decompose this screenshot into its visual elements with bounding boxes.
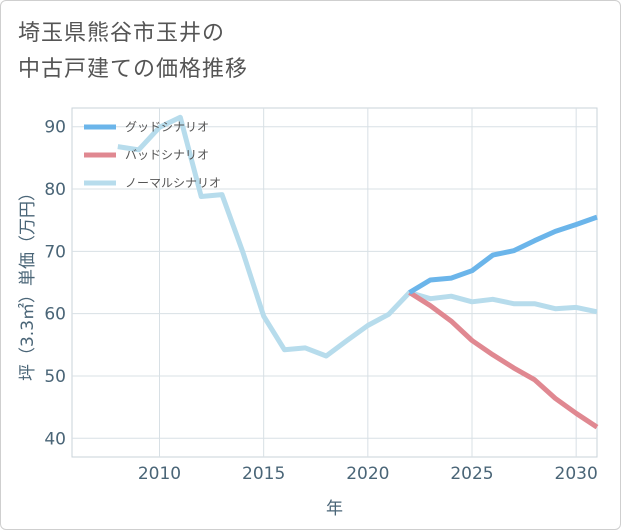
x-tick-label: 2015 [242, 464, 285, 484]
series-line-bad [408, 290, 599, 430]
tick-labels: 2010 2015 2020 2025 2030 40 50 60 70 80 90 [44, 118, 597, 484]
x-tick-label: 2030 [555, 464, 598, 484]
series-line-normal [117, 114, 598, 359]
x-tick-label: 2025 [450, 464, 493, 484]
y-tick-label: 90 [44, 118, 66, 138]
chart-title-line1: 埼玉県熊谷市玉井の [18, 21, 226, 46]
legend-label-normal: ノーマルシナリオ [125, 176, 221, 190]
chart-title-line2: 中古戸建ての価格推移 [18, 57, 249, 82]
y-tick-label: 60 [44, 305, 66, 325]
y-tick-label: 70 [44, 242, 66, 262]
y-axis-label: 坪（3.3㎡）単価（万円） [18, 184, 38, 381]
series-line-good [408, 214, 598, 295]
x-tick-label: 2020 [346, 464, 389, 484]
y-tick-label: 50 [44, 367, 66, 387]
x-axis-label: 年 [326, 499, 343, 519]
y-tick-label: 40 [44, 429, 66, 449]
legend-label-bad: バッドシナリオ [125, 148, 209, 162]
plot-border [71, 107, 598, 458]
series-lines [117, 114, 599, 430]
x-tick-label: 2010 [138, 464, 181, 484]
y-tick-label: 80 [44, 180, 66, 200]
legend-label-good: グッドシナリオ [125, 120, 209, 134]
chart-title: 埼玉県熊谷市玉井の 中古戸建ての価格推移 [18, 16, 248, 88]
